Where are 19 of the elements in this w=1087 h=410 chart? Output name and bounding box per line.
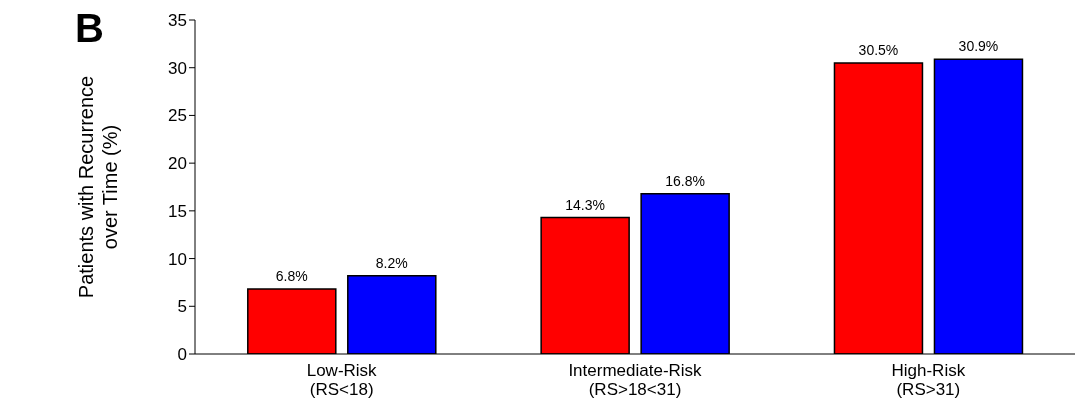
y-tick-label: 15 (168, 201, 187, 221)
y-tick-label: 25 (168, 106, 187, 126)
x-tick-label: High-Risk (RS>31) (891, 361, 966, 399)
y-tick-label: 30 (168, 58, 187, 78)
data-label: 30.5% (858, 41, 899, 58)
y-tick-label: 10 (168, 249, 187, 269)
chart-title: B (75, 6, 104, 51)
y-tick-label: 20 (168, 154, 187, 174)
y-tick-label: 35 (168, 11, 187, 31)
data-label: 8.2% (375, 254, 408, 271)
x-tick-label: Low-Risk (RS<18) (306, 361, 378, 399)
data-label: 6.8% (275, 268, 308, 285)
y-tick-label: 0 (177, 345, 187, 365)
data-label: 14.3% (565, 196, 605, 213)
x-tick-label: Intermediate-Risk (RS>18<31) (568, 361, 703, 399)
y-axis-title: Patients with Recurrence over Time (%) (75, 75, 121, 299)
data-label: 16.8% (665, 172, 705, 189)
y-tick-label: 5 (177, 297, 187, 317)
data-label: 30.9% (958, 38, 999, 55)
